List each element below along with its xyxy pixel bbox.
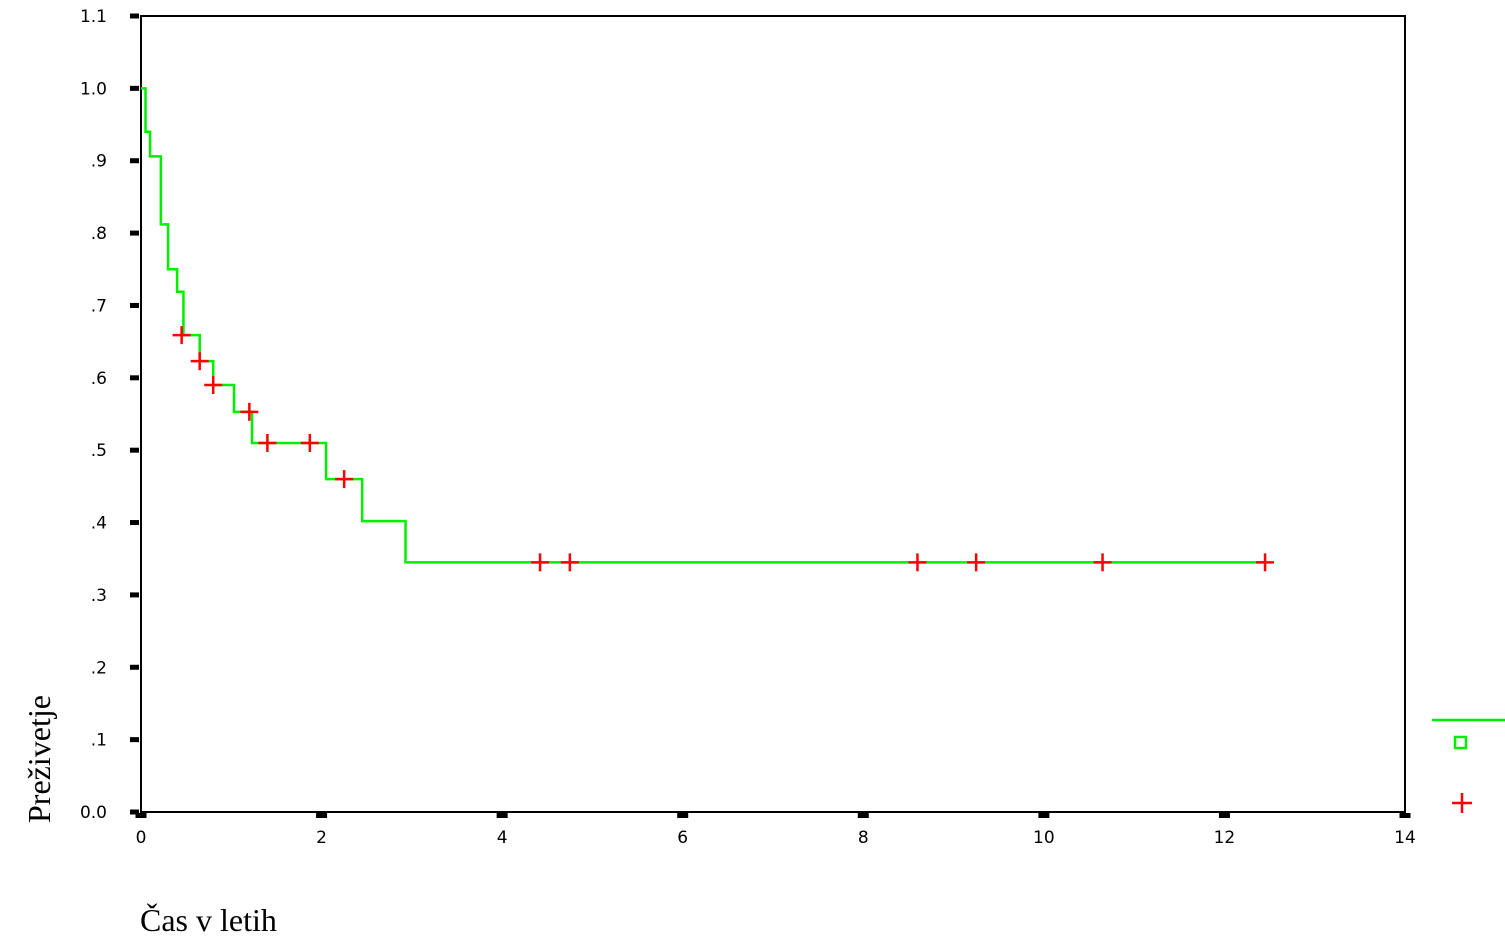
censor-marker-layer (172, 326, 1275, 572)
y-tick-label: .5 (91, 441, 107, 461)
x-axis-ticks: 0 2 4 6 8 10 12 14 (135, 813, 1416, 848)
x-tick-mark (135, 813, 147, 818)
x-axis-title: Čas v letih (140, 902, 277, 938)
plot-frame (140, 15, 1406, 813)
x-tick-label: 4 (497, 828, 508, 848)
censor-marker (240, 402, 259, 421)
censor-marker (204, 376, 223, 395)
y-tick-label: 0.0 (80, 803, 107, 823)
survival-step-line (141, 87, 1266, 564)
x-tick-mark (677, 813, 689, 818)
x-tick-label: 8 (858, 828, 869, 848)
y-tick-label: .6 (91, 369, 107, 389)
x-tick-label: 14 (1394, 828, 1416, 848)
x-tick-mark (316, 813, 328, 818)
censor-marker (258, 433, 277, 452)
y-tick-label: .4 (91, 514, 107, 534)
y-tick-mark (130, 520, 139, 526)
censor-marker (172, 326, 191, 345)
y-tick-mark (130, 737, 139, 743)
x-tick-label: 6 (677, 828, 688, 848)
y-tick-label: .3 (91, 586, 107, 606)
x-tick-label: 10 (1033, 828, 1055, 848)
y-tick-mark (130, 85, 139, 91)
y-tick-label: .2 (91, 658, 107, 678)
censor-marker (190, 352, 209, 371)
x-tick-mark (1038, 813, 1050, 818)
x-tick-mark (1399, 813, 1411, 818)
series-layer (141, 87, 1266, 564)
y-tick-mark (130, 230, 139, 236)
x-tick-label: 12 (1214, 828, 1236, 848)
x-tick-label: 0 (136, 828, 147, 848)
y-tick-mark (130, 592, 139, 598)
y-tick-label: .9 (91, 152, 107, 172)
y-tick-mark (130, 375, 139, 381)
x-tick-mark (857, 813, 869, 818)
censor-marker (967, 553, 986, 572)
y-tick-mark (130, 809, 139, 815)
censor-marker (908, 553, 927, 572)
x-tick-mark (1218, 813, 1230, 818)
censor-marker (1256, 553, 1275, 572)
y-tick-label: .8 (91, 224, 107, 244)
censor-marker (300, 433, 319, 452)
censor-marker (531, 553, 550, 572)
y-tick-mark (130, 664, 139, 670)
censor-marker (1093, 553, 1112, 572)
x-tick-mark (496, 813, 508, 818)
y-axis-title: Preživetje (21, 695, 57, 823)
legend-plus-swatch (1452, 793, 1472, 813)
y-tick-mark (130, 302, 139, 308)
y-axis-ticks: 0.0 .1 .2 .3 .4 .5 .6 .7 .8 .9 1.0 1.1 (80, 7, 139, 823)
y-tick-label: 1.1 (80, 7, 107, 27)
y-tick-label: 1.0 (80, 79, 107, 99)
x-tick-label: 2 (316, 828, 327, 848)
y-tick-mark (130, 158, 139, 164)
y-tick-mark (130, 13, 139, 19)
censor-marker (560, 553, 579, 572)
y-tick-label: .1 (91, 731, 107, 751)
legend-square-swatch (1453, 735, 1468, 750)
y-tick-label: .7 (91, 296, 107, 316)
censor-marker (335, 470, 354, 489)
legend (1432, 718, 1505, 813)
y-tick-mark (130, 447, 139, 453)
